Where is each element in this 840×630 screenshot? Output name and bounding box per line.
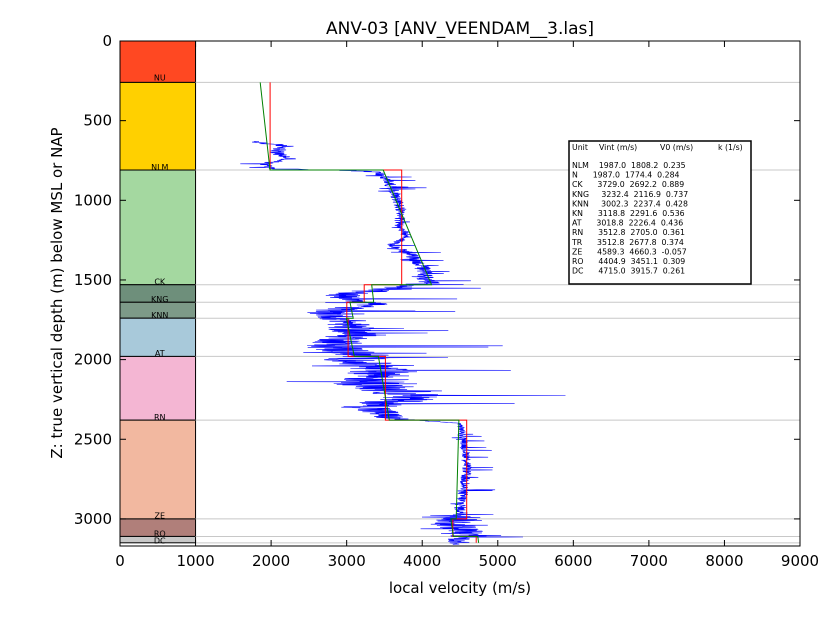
y-tick-label: 2000 (74, 351, 112, 369)
table-row: AT 3018.8 2226.4 0.436 (572, 219, 683, 228)
table-header-v0: V0 (m/s) (660, 143, 693, 152)
y-tick-label: 2500 (74, 430, 112, 448)
x-tick-label: 2000 (252, 552, 290, 570)
table-header-k: k (1/s) (718, 143, 743, 152)
table-row: RO 4404.9 3451.1 0.309 (572, 257, 685, 266)
y-tick-label: 1500 (74, 271, 112, 289)
table-row: CK 3729.0 2692.2 0.889 (572, 180, 684, 189)
formation-block-ze (119, 419, 197, 520)
table-row: KNN 3002.3 2237.4 0.428 (572, 199, 688, 208)
formation-label-ck: CK (154, 278, 166, 287)
formation-block-nlm (119, 81, 197, 171)
x-tick-label: 3000 (328, 552, 366, 570)
formation-label-at: AT (155, 349, 165, 358)
formation-label-rn: RN (154, 413, 166, 422)
formation-label-knn: KNN (151, 311, 168, 320)
x-tick-label: 6000 (554, 552, 592, 570)
series-v0-k-model-line (259, 82, 480, 543)
table-row: N 1987.0 1774.4 0.284 (572, 171, 680, 180)
y-tick-label: 500 (83, 112, 112, 130)
y-axis-label: Z: true vertical depth (m) below MSL or … (48, 127, 66, 458)
formation-block-rn (119, 355, 197, 421)
table-row: KN 3118.8 2291.6 0.536 (572, 209, 685, 218)
plot-frame (119, 40, 801, 547)
chart-title: ANV-03 [ANV_VEENDAM__3.las] (326, 19, 594, 39)
y-tick-label: 0 (102, 32, 112, 50)
formation-label-ro: RO (154, 529, 166, 538)
x-tick-label: 5000 (479, 552, 517, 570)
formation-label-kng: KNG (151, 295, 168, 304)
x-tick-label: 1000 (176, 552, 214, 570)
x-axis-label: local velocity (m/s) (389, 579, 531, 597)
formation-block-ck (119, 169, 197, 286)
y-tick-label: 1000 (74, 191, 112, 209)
table-row: TR 3512.8 2677.8 0.374 (571, 238, 684, 247)
table-row: RN 3512.8 2705.0 0.361 (572, 228, 685, 237)
table-row: ZE 4589.3 4660.3 -0.057 (572, 247, 687, 256)
x-tick-label: 0 (115, 552, 125, 570)
formation-label-ze: ZE (155, 512, 166, 521)
series-interval-velocity-line (269, 82, 477, 543)
formation-label-nlm: NLM (151, 163, 168, 172)
x-tick-label: 9000 (781, 552, 819, 570)
formation-block-nu (119, 40, 197, 83)
x-tick-label: 8000 (705, 552, 743, 570)
formation-label-dc: DC (154, 536, 166, 545)
table-row: DC 4715.0 3915.7 0.261 (572, 267, 685, 276)
y-tick-label: 3000 (74, 510, 112, 528)
table-header-unit: Unit (572, 143, 588, 152)
formation-label-nu: NU (154, 74, 166, 83)
table-row: KNG 3232.4 2116.9 0.737 (572, 190, 688, 199)
x-tick-label: 4000 (403, 552, 441, 570)
velocity-table-box (568, 140, 752, 285)
table-row: NLM 1987.0 1808.2 0.235 (572, 161, 686, 170)
table-header-vint: Vint (m/s) (599, 143, 637, 152)
x-tick-label: 7000 (630, 552, 668, 570)
